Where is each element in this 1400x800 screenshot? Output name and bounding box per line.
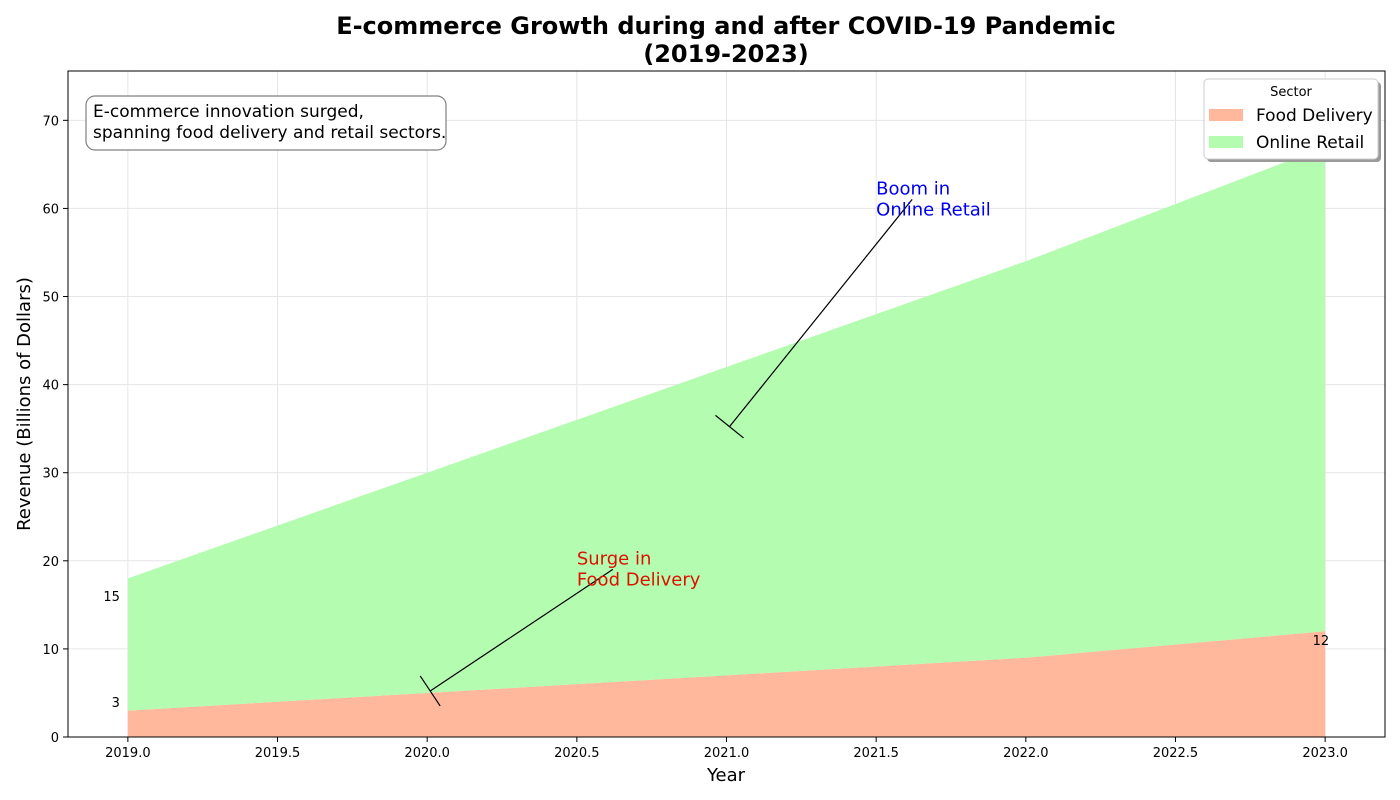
legend-title: Sector bbox=[1270, 85, 1312, 100]
data-label: 3 bbox=[112, 696, 120, 711]
y-tick-label: 40 bbox=[42, 379, 59, 394]
x-tick-label: 2020.0 bbox=[404, 746, 450, 761]
annotation-text: Food Delivery bbox=[577, 569, 701, 590]
note-box: E-commerce innovation surged, spanning f… bbox=[85, 95, 447, 151]
y-tick-label: 20 bbox=[42, 555, 59, 570]
legend-swatch-food-delivery bbox=[1209, 109, 1243, 121]
legend-label-food-delivery: Food Delivery bbox=[1256, 106, 1373, 126]
legend: Sector Food Delivery Online Retail bbox=[1203, 78, 1381, 162]
chart-title: E-commerce Growth during and after COVID… bbox=[336, 12, 1116, 40]
area-food-delivery bbox=[127, 631, 1326, 737]
legend-frame bbox=[1203, 78, 1379, 160]
chart-subtitle: (2019-2023) bbox=[643, 40, 809, 68]
area-online-retail bbox=[127, 146, 1326, 711]
x-tick-label: 2019.5 bbox=[255, 746, 301, 761]
y-tick-label: 0 bbox=[51, 731, 59, 746]
x-tick-label: 2021.5 bbox=[853, 746, 899, 761]
x-tick-label: 2021.0 bbox=[704, 746, 750, 761]
y-tick-label: 30 bbox=[42, 467, 59, 482]
note-line-2: spanning food delivery and retail sector… bbox=[93, 123, 446, 143]
x-axis-label: Year bbox=[706, 765, 746, 786]
y-axis-label: Revenue (Billions of Dollars) bbox=[14, 277, 35, 531]
annotation-text: Online Retail bbox=[876, 199, 991, 220]
x-tick-label: 2019.0 bbox=[105, 746, 151, 761]
axis-ticks: 2019.0 2019.5 2020.0 2020.5 2021.0 2021.5 2022… bbox=[42, 114, 1347, 761]
annotation-arrow bbox=[729, 199, 913, 428]
legend-swatch-online-retail bbox=[1209, 136, 1243, 148]
data-label: 12 bbox=[1313, 634, 1330, 649]
x-tick-label: 2022.0 bbox=[1003, 746, 1049, 761]
x-tick-label: 2022.5 bbox=[1153, 746, 1199, 761]
x-tick-label: 2020.5 bbox=[554, 746, 600, 761]
y-tick-label: 60 bbox=[42, 202, 59, 217]
annotation-arrow-cap bbox=[715, 414, 744, 439]
note-line-1: E-commerce innovation surged, bbox=[93, 102, 364, 122]
annotation-text: Surge in bbox=[577, 548, 652, 569]
data-label: 15 bbox=[103, 590, 120, 605]
y-tick-label: 70 bbox=[42, 114, 59, 129]
annotation-text: Boom in bbox=[876, 178, 950, 199]
x-tick-label: 2023.0 bbox=[1302, 746, 1348, 761]
legend-label-online-retail: Online Retail bbox=[1256, 133, 1364, 153]
data-labels: 15 3 12 bbox=[103, 590, 1329, 711]
y-tick-label: 10 bbox=[42, 643, 59, 658]
note-frame bbox=[85, 95, 447, 151]
area-series bbox=[127, 146, 1326, 737]
annotation-arrow-cap bbox=[419, 675, 441, 707]
annotation-arrow bbox=[429, 568, 614, 692]
y-tick-label: 50 bbox=[42, 291, 59, 306]
